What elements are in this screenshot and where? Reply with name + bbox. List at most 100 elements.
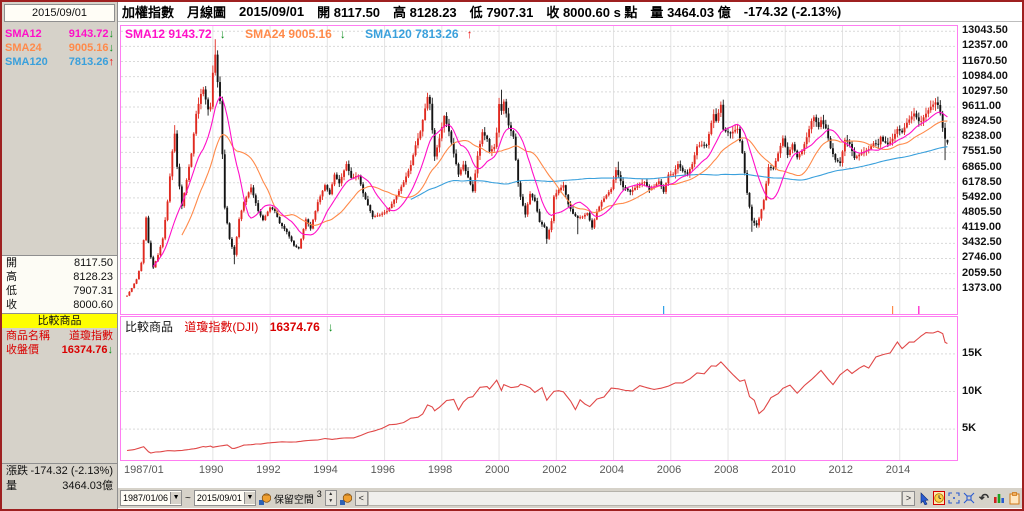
sma120-label: SMA120 <box>5 56 48 68</box>
x-axis-year-label: 2004 <box>599 464 625 476</box>
compare-name-value[interactable]: 道瓊指數 <box>69 330 113 342</box>
main-chart-legend: SMA12 9143.72 ↓ SMA24 9005.16 ↓ SMA120 781… <box>125 27 489 41</box>
compare-price-row: 收盤價 16374.76↓ <box>6 343 113 357</box>
sma120-arrow-icon: ↑ <box>108 56 115 68</box>
zoom-window-icon[interactable] <box>963 491 975 505</box>
legend-sma12-arrow-icon: ↓ <box>219 27 226 41</box>
end-date-value[interactable]: 2015/09/01 <box>196 493 242 503</box>
x-axis-year-label: 2002 <box>542 464 567 476</box>
volume-row: 量 3464.03億 <box>2 479 117 494</box>
time-scrollbar[interactable]: < > <box>354 490 915 506</box>
title-volume: 量 3464.03 億 <box>650 5 731 20</box>
compare-arrow-icon: ↓ <box>107 344 114 356</box>
compare-name-row: 商品名稱 道瓊指數 <box>6 329 113 343</box>
change-value: -174.32 (-2.13%) <box>30 465 113 477</box>
period-label[interactable]: 月線圖 <box>187 5 227 20</box>
main-y-tick: 8238.00 <box>962 130 1002 143</box>
legend-sma24: SMA24 9005.16 ↓ <box>245 27 346 41</box>
sidebar-sma120-row: SMA120 7813.26↑ <box>5 55 114 69</box>
undo-icon[interactable]: ↶ <box>978 491 990 505</box>
spin-up-icon[interactable]: ▲ <box>328 491 334 497</box>
sma120-value: 7813.26↑ <box>69 56 114 68</box>
main-y-axis: 13043.50 12357.00 11670.50 10984.00 10297.50… <box>960 24 1022 315</box>
main-y-tick: 2059.50 <box>962 266 1002 279</box>
scrollbar-track[interactable] <box>367 490 902 506</box>
reserve-space-value[interactable]: 3 <box>316 488 322 499</box>
hand-tool-icon-2[interactable] <box>339 491 352 505</box>
main-y-tick: 6865.00 <box>962 160 1002 173</box>
compare-price-text: 16374.76 <box>61 344 108 356</box>
chart-region: SMA12 9143.72 ↓ SMA24 9005.16 ↓ SMA120 781… <box>118 22 1022 509</box>
main-y-tick: 4805.50 <box>962 206 1002 219</box>
comparison-chart-panel[interactable]: 比較商品 道瓊指數(DJI) 16374.76 ↓ <box>120 316 958 461</box>
sma24-value-text: 9005.16 <box>68 42 109 54</box>
comparison-chart-legend: 比較商品 道瓊指數(DJI) 16374.76 ↓ <box>125 318 350 335</box>
compare-section-header: 比較商品 <box>2 314 117 328</box>
chart-type-icon[interactable] <box>993 491 1005 505</box>
clock-tool-icon[interactable] <box>933 491 945 505</box>
zoom-extents-icon[interactable] <box>948 491 960 505</box>
bottom-toolbar: 1987/01/06 ▼ ~ 2015/09/01 ▼ 保留空間 3 ▲ ▼ <… <box>118 488 1022 508</box>
comp-legend-title: 比較商品 <box>125 320 174 334</box>
x-axis-year-label: 1994 <box>313 464 338 476</box>
start-date-value[interactable]: 1987/01/06 <box>123 493 169 503</box>
comparison-y-tick: 5K <box>962 422 977 435</box>
cursor-tool-icon[interactable] <box>918 491 930 505</box>
reserve-space-spinner[interactable]: ▲ ▼ <box>324 490 337 506</box>
sma24-label: SMA24 <box>5 42 42 54</box>
low-value: 7907.31 <box>73 285 113 297</box>
chevron-down-icon[interactable]: ▼ <box>243 492 255 504</box>
comparison-y-axis: 15K 10K 5K <box>960 316 1022 461</box>
main-chart-panel[interactable]: SMA12 9143.72 ↓ SMA24 9005.16 ↓ SMA120 781… <box>120 25 958 315</box>
open-row: 開 8117.50 <box>2 256 117 270</box>
x-axis-year-label: 1992 <box>256 464 281 476</box>
clipboard-copy-icon[interactable] <box>1008 491 1020 505</box>
chart-title-bar: 加權指數 月線圖 2015/09/01 開 8117.50 高 8128.23 … <box>118 2 1022 22</box>
main-y-tick: 11670.50 <box>962 54 1008 67</box>
volume-label: 量 <box>6 480 17 492</box>
end-date-combo[interactable]: 2015/09/01 ▼ <box>193 490 256 506</box>
change-row: 漲跌 -174.32 (-2.13%) <box>2 464 117 479</box>
title-date: 2015/09/01 <box>239 4 305 19</box>
high-label: 高 <box>6 271 17 283</box>
high-value: 8128.23 <box>73 271 113 283</box>
title-high: 高 8128.23 <box>393 5 457 20</box>
x-axis-year-label: 2008 <box>714 464 739 476</box>
main-candlestick-chart[interactable] <box>121 26 957 314</box>
date-range-separator: ~ <box>185 492 191 504</box>
main-y-tick: 1373.00 <box>962 281 1002 294</box>
close-value: 8000.60 <box>73 299 113 311</box>
main-y-tick: 13043.50 <box>962 24 1008 37</box>
compare-price-label: 收盤價 <box>6 344 39 356</box>
open-label: 開 <box>6 257 17 269</box>
sidebar-change-box: 漲跌 -174.32 (-2.13%) 量 3464.03億 <box>2 463 117 495</box>
scroll-left-button[interactable]: < <box>354 490 368 506</box>
start-date-combo[interactable]: 1987/01/06 ▼ <box>120 490 183 506</box>
legend-sma24-arrow-icon: ↓ <box>339 27 346 41</box>
main-y-tick: 8924.50 <box>962 115 1002 128</box>
title-close: 收 8000.60 s 點 <box>546 5 638 20</box>
sma12-value: 9143.72↓ <box>69 28 114 40</box>
spin-down-icon[interactable]: ▼ <box>328 498 334 504</box>
hand-tool-icon[interactable] <box>258 491 271 505</box>
sidebar-sma24-row: SMA24 9005.16↓ <box>5 41 114 55</box>
legend-sma12: SMA12 9143.72 ↓ <box>125 27 226 41</box>
sidebar-date-box[interactable]: 2015/09/01 <box>4 4 115 22</box>
low-label: 低 <box>6 285 17 297</box>
legend-sma120-arrow-icon: ↑ <box>466 27 473 41</box>
main-y-tick: 6178.50 <box>962 175 1002 188</box>
x-axis-year-label: 1990 <box>198 464 224 476</box>
change-label: 漲跌 <box>6 465 28 477</box>
close-label: 收 <box>6 299 17 311</box>
x-axis-year-label: 2006 <box>656 464 682 476</box>
scroll-right-button[interactable]: > <box>902 490 915 506</box>
reserve-space-label: 保留空間 3 <box>273 488 322 506</box>
low-row: 低 7907.31 <box>2 284 117 298</box>
chevron-down-icon[interactable]: ▼ <box>170 492 182 504</box>
sidebar-ohlc-box: 開 8117.50 高 8128.23 低 7907.31 收 8000.60 <box>2 255 117 314</box>
comp-legend-series: 道瓊指數(DJI) <box>184 320 259 334</box>
x-axis-year-label: 1987/01 <box>124 464 164 476</box>
comparison-line-chart[interactable] <box>121 317 957 460</box>
sma24-arrow-icon: ↓ <box>108 42 115 54</box>
